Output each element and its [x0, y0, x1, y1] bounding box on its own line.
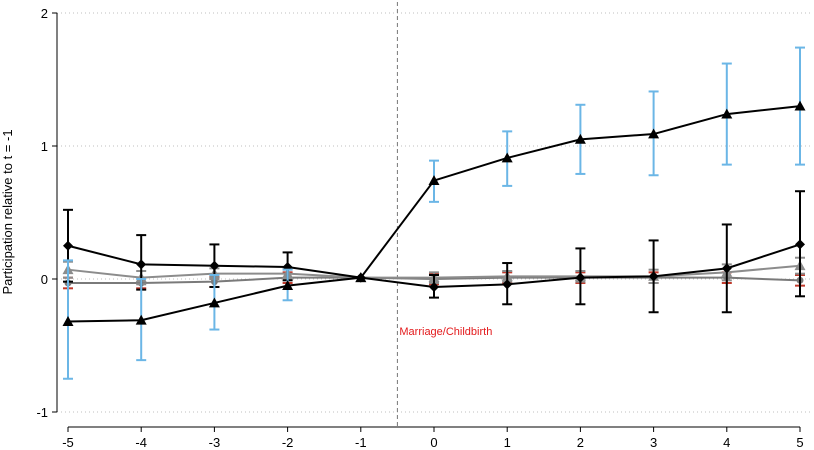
- series-1: [62, 46, 806, 380]
- y-tick-label: 2: [41, 6, 48, 21]
- x-tick-label: -3: [209, 435, 221, 450]
- data-point: [648, 128, 660, 139]
- data-point: [501, 152, 513, 163]
- data-point: [135, 314, 147, 325]
- data-point: [721, 108, 733, 119]
- data-point: [282, 280, 294, 291]
- data-point: [62, 316, 74, 326]
- y-tick-label: 0: [41, 272, 48, 287]
- x-tick-label: 4: [723, 435, 730, 450]
- x-tick-label: -4: [135, 435, 147, 450]
- data-point: [795, 239, 805, 250]
- axes: -1 0 1 2 -5 -4 -3 -2 -1 0 1 2 3 4 5: [36, 6, 803, 450]
- x-tick-label: -5: [62, 435, 74, 450]
- x-tick-label: 5: [796, 435, 803, 450]
- series-2: [63, 190, 805, 314]
- data-point: [355, 272, 367, 283]
- x-tick-label: -2: [282, 435, 294, 450]
- x-tick-label: 1: [504, 435, 511, 450]
- y-axis-label: Participation relative to t = -1: [0, 129, 15, 294]
- y-tick-label: 1: [41, 139, 48, 154]
- x-tick-label: 2: [577, 435, 584, 450]
- gridlines: [57, 12, 812, 413]
- event-marker: Marriage/Childbirth: [396, 2, 492, 427]
- data-point: [502, 279, 513, 290]
- data-point: [136, 259, 147, 270]
- data-point: [209, 260, 220, 271]
- series-group: [62, 46, 806, 380]
- data-point: [574, 133, 586, 144]
- data-point: [429, 281, 439, 292]
- event-annotation: Marriage/Childbirth: [399, 326, 492, 338]
- data-point: [648, 271, 659, 282]
- data-point: [794, 100, 806, 111]
- data-point: [428, 175, 440, 185]
- y-tick-label: -1: [36, 405, 48, 420]
- data-point: [721, 263, 732, 274]
- data-point: [208, 297, 220, 308]
- x-tick-label: 3: [650, 435, 657, 450]
- x-tick-label: 0: [430, 435, 437, 450]
- data-point: [575, 272, 586, 283]
- data-point: [63, 240, 73, 251]
- x-tick-label: -1: [355, 435, 367, 450]
